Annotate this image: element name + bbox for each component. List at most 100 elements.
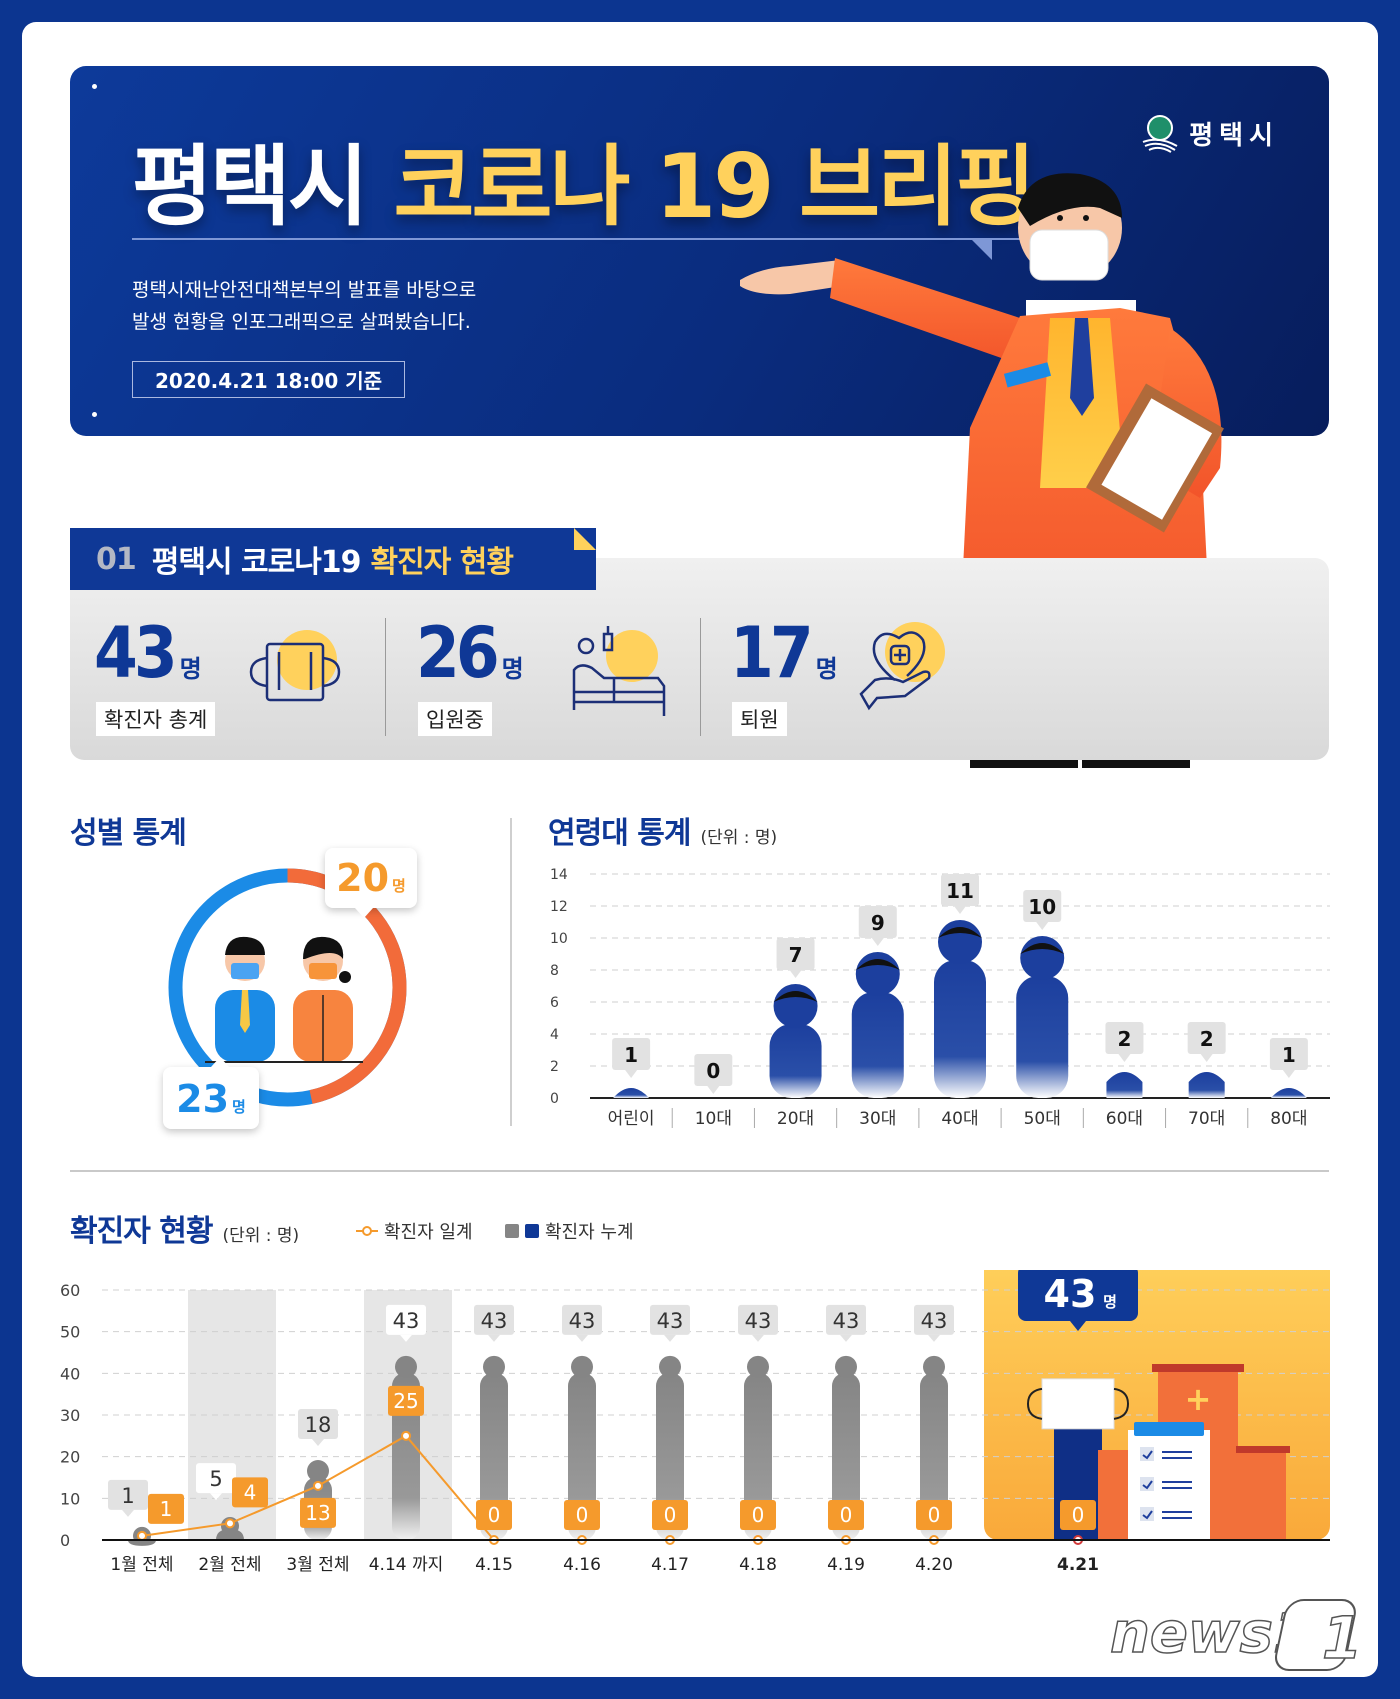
- divider: [132, 238, 1042, 240]
- svg-text:10대: 10대: [695, 1109, 732, 1129]
- svg-text:14: 14: [550, 867, 568, 883]
- svg-text:8: 8: [550, 963, 559, 979]
- stat-hospitalized: 26 명 입원중: [416, 618, 524, 738]
- page-title: 평택시 코로나 19 브리핑: [132, 116, 1036, 243]
- gender-donut-chart: [168, 868, 407, 1107]
- svg-text:4.14 까지: 4.14 까지: [369, 1555, 444, 1575]
- stat-label: 입원중: [418, 702, 492, 736]
- svg-text:2: 2: [1117, 1027, 1131, 1051]
- gray-swatch-icon: [505, 1224, 519, 1238]
- section-number: 01: [96, 541, 137, 577]
- svg-text:0: 0: [576, 1503, 589, 1527]
- stat-total: 43 명 확진자 총계: [94, 612, 216, 738]
- svg-text:4: 4: [550, 1027, 559, 1043]
- legend-cumulative: 확진자 누계: [505, 1218, 634, 1244]
- daily-stats-title: 확진자 현황 (단위 : 명): [70, 1206, 299, 1250]
- section-01-banner: 01 평택시 코로나19 확진자 현황: [70, 528, 596, 590]
- section-divider: [70, 1170, 1329, 1172]
- svg-text:30대: 30대: [859, 1109, 896, 1129]
- section-title: 평택시 코로나19: [151, 545, 362, 580]
- unit: 명: [232, 1098, 246, 1116]
- stat-value: 26: [416, 612, 500, 694]
- svg-text:4.20: 4.20: [915, 1555, 953, 1575]
- svg-text:40대: 40대: [941, 1109, 978, 1129]
- description-line: 발생 현황을 인포그래픽으로 살펴봤습니다.: [132, 311, 471, 333]
- stat-unit: 명: [501, 655, 524, 683]
- legend-daily: 확진자 일계: [356, 1218, 473, 1244]
- navy-swatch-icon: [525, 1224, 539, 1238]
- male-count-bubble: 23 명: [163, 1057, 259, 1129]
- svg-text:0: 0: [60, 1531, 70, 1550]
- svg-text:9: 9: [871, 911, 885, 935]
- svg-text:0: 0: [550, 1091, 559, 1107]
- female-count-bubble: 20 명: [325, 848, 417, 918]
- svg-text:60: 60: [60, 1281, 80, 1300]
- svg-text:0: 0: [706, 1059, 720, 1083]
- svg-text:43: 43: [745, 1309, 772, 1333]
- city-logo: 평택시: [1139, 112, 1279, 154]
- svg-text:4: 4: [244, 1480, 257, 1504]
- svg-text:4.17: 4.17: [651, 1555, 689, 1575]
- svg-text:4.16: 4.16: [563, 1555, 601, 1575]
- age-stats-title: 연령대 통계 (단위 : 명): [548, 808, 777, 852]
- stat-label: 확진자 총계: [96, 702, 216, 736]
- male-count: 23: [176, 1077, 230, 1121]
- logo-text: 평택시: [1189, 120, 1279, 151]
- svg-text:10: 10: [1028, 895, 1056, 919]
- legend-label: 확진자 일계: [384, 1222, 473, 1243]
- svg-text:60대: 60대: [1106, 1109, 1143, 1129]
- corner-dot: [92, 84, 97, 89]
- description-line: 평택시재난안전대책본부의 발표를 바탕으로: [132, 279, 477, 301]
- svg-text:4.15: 4.15: [475, 1555, 513, 1575]
- title-white: 평택시: [132, 135, 369, 238]
- svg-text:0: 0: [1072, 1503, 1085, 1527]
- legend-label: 확진자 누계: [545, 1222, 634, 1243]
- unit-label: (단위 : 명): [222, 1226, 300, 1246]
- svg-text:명: 명: [1103, 1293, 1117, 1311]
- unit: 명: [392, 877, 406, 895]
- gender-stats-title: 성별 통계: [70, 816, 187, 851]
- svg-text:30: 30: [60, 1406, 80, 1425]
- section-title-highlight: 확진자 현황: [370, 545, 514, 580]
- svg-text:1: 1: [624, 1043, 638, 1067]
- pyeongtaek-logo-icon: [1142, 115, 1178, 153]
- svg-text:0: 0: [752, 1503, 765, 1527]
- female-count: 20: [336, 856, 390, 900]
- svg-text:43: 43: [657, 1309, 684, 1333]
- svg-text:20: 20: [60, 1448, 80, 1467]
- svg-text:2: 2: [550, 1059, 559, 1075]
- svg-text:11: 11: [946, 879, 974, 903]
- svg-text:6: 6: [550, 995, 559, 1011]
- svg-text:1월 전체: 1월 전체: [110, 1555, 173, 1575]
- divider-notch: [970, 238, 992, 260]
- title-yellow: 코로나 19 브리핑: [393, 135, 1036, 238]
- stat-divider: [385, 618, 386, 736]
- svg-text:0: 0: [488, 1503, 501, 1527]
- unit-label: (단위 : 명): [700, 828, 778, 848]
- stat-divider: [700, 618, 701, 736]
- svg-text:4.21: 4.21: [1057, 1555, 1099, 1575]
- svg-text:5: 5: [209, 1467, 222, 1491]
- svg-text:4.19: 4.19: [827, 1555, 865, 1575]
- svg-text:13: 13: [305, 1501, 330, 1525]
- hospital-bed-icon: [572, 626, 666, 716]
- svg-text:50: 50: [60, 1323, 80, 1342]
- stat-unit: 명: [815, 655, 838, 683]
- svg-text:0: 0: [928, 1503, 941, 1527]
- svg-text:43: 43: [393, 1309, 420, 1333]
- svg-text:20대: 20대: [777, 1109, 814, 1129]
- column-divider: [510, 818, 512, 1126]
- description: 평택시재난안전대책본부의 발표를 바탕으로 발생 현황을 인포그래픽으로 살펴봤…: [132, 274, 476, 338]
- svg-text:25: 25: [393, 1389, 418, 1413]
- news1-watermark-logo: news1 1: [1109, 1599, 1363, 1673]
- stat-unit: 명: [179, 655, 202, 683]
- svg-text:1: 1: [1282, 1043, 1296, 1067]
- svg-text:80대: 80대: [1270, 1109, 1307, 1129]
- svg-text:2월 전체: 2월 전체: [198, 1555, 261, 1575]
- svg-text:10: 10: [60, 1489, 80, 1508]
- svg-text:12: 12: [550, 899, 568, 915]
- svg-text:1: 1: [121, 1484, 134, 1508]
- hero-banner: 평택시 코로나 19 브리핑 평택시재난안전대책본부의 발표를 바탕으로 발생 …: [70, 66, 1329, 436]
- stat-value: 43: [94, 612, 178, 694]
- stat-label: 퇴원: [732, 702, 787, 736]
